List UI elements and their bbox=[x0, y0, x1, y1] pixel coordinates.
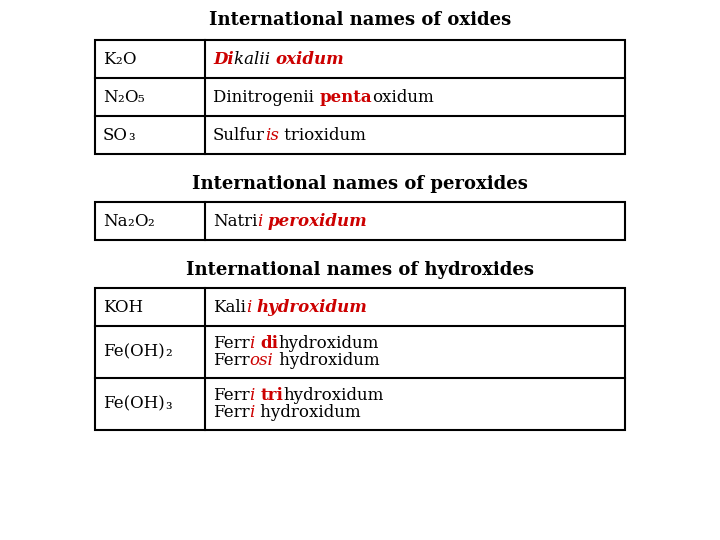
Text: International names of hydroxides: International names of hydroxides bbox=[186, 261, 534, 279]
Text: trioxidum: trioxidum bbox=[279, 126, 366, 144]
Text: Fe(OH): Fe(OH) bbox=[103, 343, 165, 361]
Text: O: O bbox=[134, 213, 148, 230]
Text: O: O bbox=[125, 89, 138, 105]
Text: i: i bbox=[250, 387, 255, 404]
Text: i: i bbox=[257, 213, 263, 230]
Text: i: i bbox=[246, 299, 251, 315]
Text: is: is bbox=[265, 126, 279, 144]
Text: Ferr: Ferr bbox=[213, 387, 250, 404]
Text: hydroxidum: hydroxidum bbox=[255, 404, 361, 421]
Text: N: N bbox=[103, 89, 117, 105]
Text: Kali: Kali bbox=[213, 299, 246, 315]
Text: i: i bbox=[250, 335, 255, 352]
Text: Na: Na bbox=[103, 213, 127, 230]
Bar bbox=[95, 40, 625, 154]
Bar bbox=[95, 202, 625, 240]
Text: oxidum: oxidum bbox=[372, 89, 433, 105]
Text: kalii: kalii bbox=[234, 51, 275, 68]
Text: hydroxidum: hydroxidum bbox=[274, 352, 379, 369]
Text: ₂: ₂ bbox=[115, 51, 122, 68]
Text: oxidum: oxidum bbox=[275, 51, 344, 68]
Text: ₂: ₂ bbox=[148, 213, 154, 230]
Text: ₅: ₅ bbox=[138, 89, 145, 105]
Text: ₂: ₂ bbox=[165, 343, 171, 361]
Text: penta: penta bbox=[319, 89, 372, 105]
Text: Fe(OH): Fe(OH) bbox=[103, 395, 165, 413]
Text: Di: Di bbox=[213, 51, 234, 68]
Text: O: O bbox=[122, 51, 135, 68]
Bar bbox=[95, 288, 625, 430]
Text: di: di bbox=[260, 335, 278, 352]
Text: Ferr: Ferr bbox=[213, 335, 250, 352]
Text: Sulfur: Sulfur bbox=[213, 126, 265, 144]
Text: Ferr: Ferr bbox=[213, 352, 250, 369]
Text: hydroxidum: hydroxidum bbox=[283, 387, 384, 404]
Text: ₂: ₂ bbox=[117, 89, 125, 105]
Text: Natri: Natri bbox=[213, 213, 257, 230]
Text: International names of peroxides: International names of peroxides bbox=[192, 175, 528, 193]
Text: ₂: ₂ bbox=[127, 213, 134, 230]
Text: ₃: ₃ bbox=[128, 126, 135, 144]
Text: Dinitrogenii: Dinitrogenii bbox=[213, 89, 319, 105]
Text: osi: osi bbox=[250, 352, 274, 369]
Text: KOH: KOH bbox=[103, 299, 143, 315]
Text: K: K bbox=[103, 51, 115, 68]
Text: SO: SO bbox=[103, 126, 128, 144]
Text: peroxidum: peroxidum bbox=[268, 213, 368, 230]
Text: ₃: ₃ bbox=[165, 395, 171, 413]
Text: tri: tri bbox=[260, 387, 283, 404]
Text: hydroxidum: hydroxidum bbox=[278, 335, 379, 352]
Text: International names of oxides: International names of oxides bbox=[209, 11, 511, 29]
Text: i: i bbox=[250, 404, 255, 421]
Text: hydroxidum: hydroxidum bbox=[256, 299, 367, 315]
Text: Ferr: Ferr bbox=[213, 404, 250, 421]
